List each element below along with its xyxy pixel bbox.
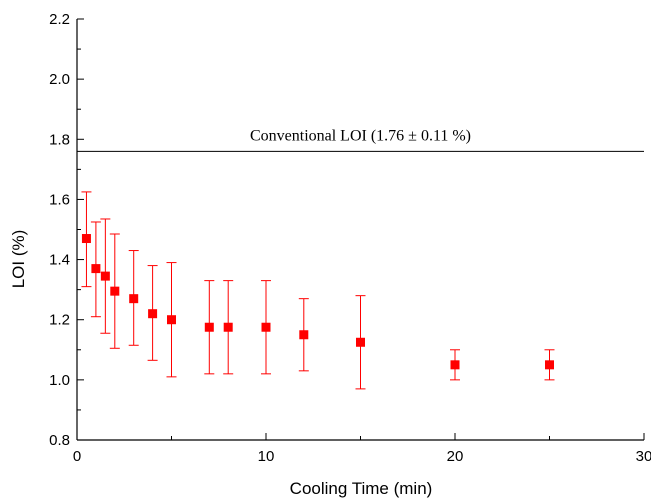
data-point — [298, 298, 309, 372]
square-marker — [223, 322, 233, 332]
square-marker — [356, 337, 365, 347]
square-marker — [100, 271, 110, 281]
data-point — [147, 265, 158, 361]
data-point — [128, 250, 139, 346]
y-tick-label: 1.2 — [49, 312, 70, 329]
x-tick-label: 20 — [447, 448, 464, 465]
axis-ticks: 0 10 20 30 0.8 1.0 1.2 1.4 1.6 1.8 2.0 2.2 — [49, 11, 651, 465]
square-marker — [545, 360, 554, 370]
square-marker — [81, 234, 91, 244]
y-tick-label: 1.6 — [49, 191, 70, 208]
reference-line-label: Conventional LOI (1.76 ± 0.11 %) — [250, 127, 471, 144]
y-axis-title: LOI (%) — [9, 230, 28, 289]
data-point — [81, 191, 92, 288]
data-point — [355, 295, 366, 390]
x-tick-label: 0 — [73, 448, 81, 465]
y-tick-label: 1.8 — [49, 131, 70, 148]
data-point — [450, 349, 460, 381]
data-point — [90, 221, 101, 318]
x-tick-label: 30 — [636, 448, 651, 465]
data-points — [81, 191, 555, 390]
reference-line-group: Conventional LOI (1.76 ± 0.11 %) — [77, 127, 644, 152]
x-tick-label: 10 — [258, 448, 275, 465]
y-tick-label: 1.0 — [49, 372, 70, 389]
y-tick-label: 1.4 — [49, 252, 70, 269]
data-point — [166, 262, 177, 378]
y-tick-label: 2.2 — [49, 11, 70, 28]
square-marker — [261, 322, 271, 332]
data-point — [100, 218, 111, 334]
y-tick-label: 0.8 — [49, 432, 70, 449]
data-point — [109, 233, 120, 349]
square-marker — [299, 330, 309, 340]
square-marker — [450, 360, 460, 370]
square-marker — [129, 294, 139, 304]
x-axis-title: Cooling Time (min) — [290, 479, 433, 498]
square-marker — [204, 322, 214, 332]
data-point — [204, 280, 215, 375]
square-marker — [167, 315, 176, 325]
data-point — [223, 280, 234, 375]
square-marker — [148, 309, 158, 319]
data-point — [261, 280, 271, 375]
square-marker — [110, 286, 120, 296]
y-tick-label: 2.0 — [49, 71, 70, 88]
data-point — [544, 349, 555, 381]
square-marker — [91, 264, 101, 274]
